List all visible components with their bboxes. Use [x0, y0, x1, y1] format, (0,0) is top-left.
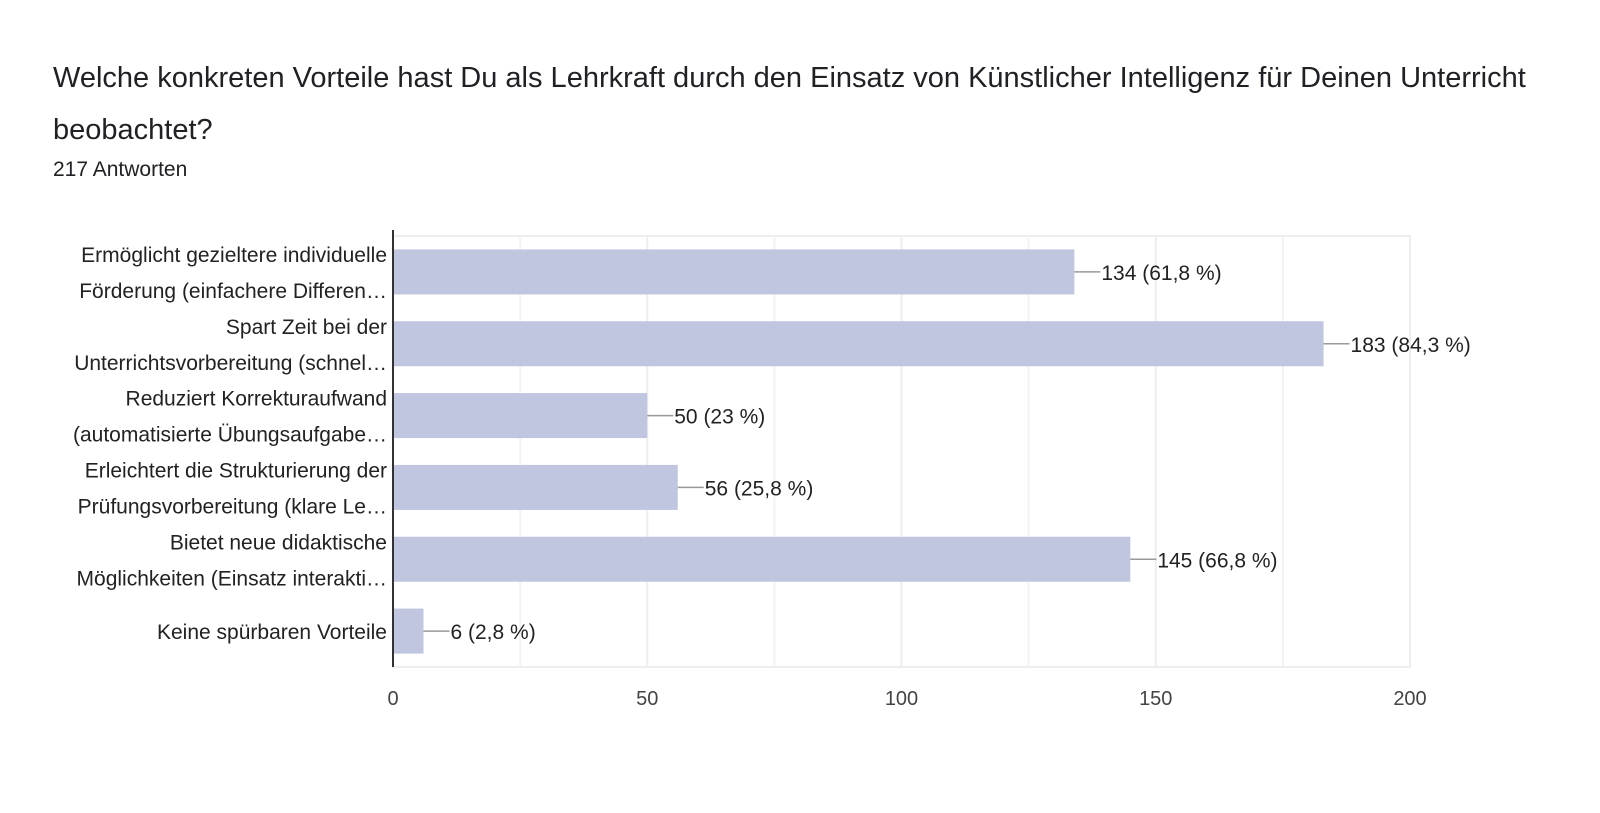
- category-label: Erleichtert die Strukturierung der: [85, 459, 387, 482]
- category-label: Förderung (einfachere Differen…: [79, 280, 387, 303]
- bar: [393, 464, 678, 510]
- data-label: 56 (25,8 %): [705, 477, 814, 500]
- x-tick-label: 50: [636, 688, 658, 710]
- bar: [393, 608, 424, 654]
- x-tick-label: 150: [1139, 688, 1172, 710]
- category-label: Möglichkeiten (Einsatz interakti…: [77, 567, 387, 590]
- bar: [393, 536, 1131, 582]
- bar: [393, 249, 1075, 295]
- category-label: Keine spürbaren Vorteile: [157, 621, 387, 644]
- category-label: Prüfungsvorbereitung (klare Le…: [78, 495, 387, 518]
- bar: [393, 321, 1324, 367]
- category-label: Unterrichtsvorbereitung (schnel…: [74, 352, 387, 375]
- x-tick-label: 0: [387, 688, 398, 710]
- category-label: Bietet neue didaktische: [170, 531, 387, 554]
- question-title: Welche konkreten Vorteile hast Du als Le…: [53, 62, 1526, 146]
- category-label: Ermöglicht gezieltere individuelle: [81, 244, 387, 267]
- bar: [393, 393, 648, 439]
- data-label: 134 (61,8 %): [1101, 262, 1221, 285]
- category-label: Reduziert Korrekturaufwand: [126, 388, 387, 411]
- data-label: 50 (23 %): [674, 406, 765, 429]
- category-label: Spart Zeit bei der: [226, 316, 387, 339]
- data-label: 145 (66,8 %): [1157, 549, 1277, 572]
- data-label: 6 (2,8 %): [451, 621, 536, 644]
- data-label: 183 (84,3 %): [1351, 334, 1471, 357]
- category-label: (automatisierte Übungsaufgabe…: [73, 424, 387, 447]
- x-tick-label: 200: [1393, 688, 1426, 710]
- response-count: 217 Antworten: [53, 158, 188, 181]
- x-tick-label: 100: [885, 688, 918, 710]
